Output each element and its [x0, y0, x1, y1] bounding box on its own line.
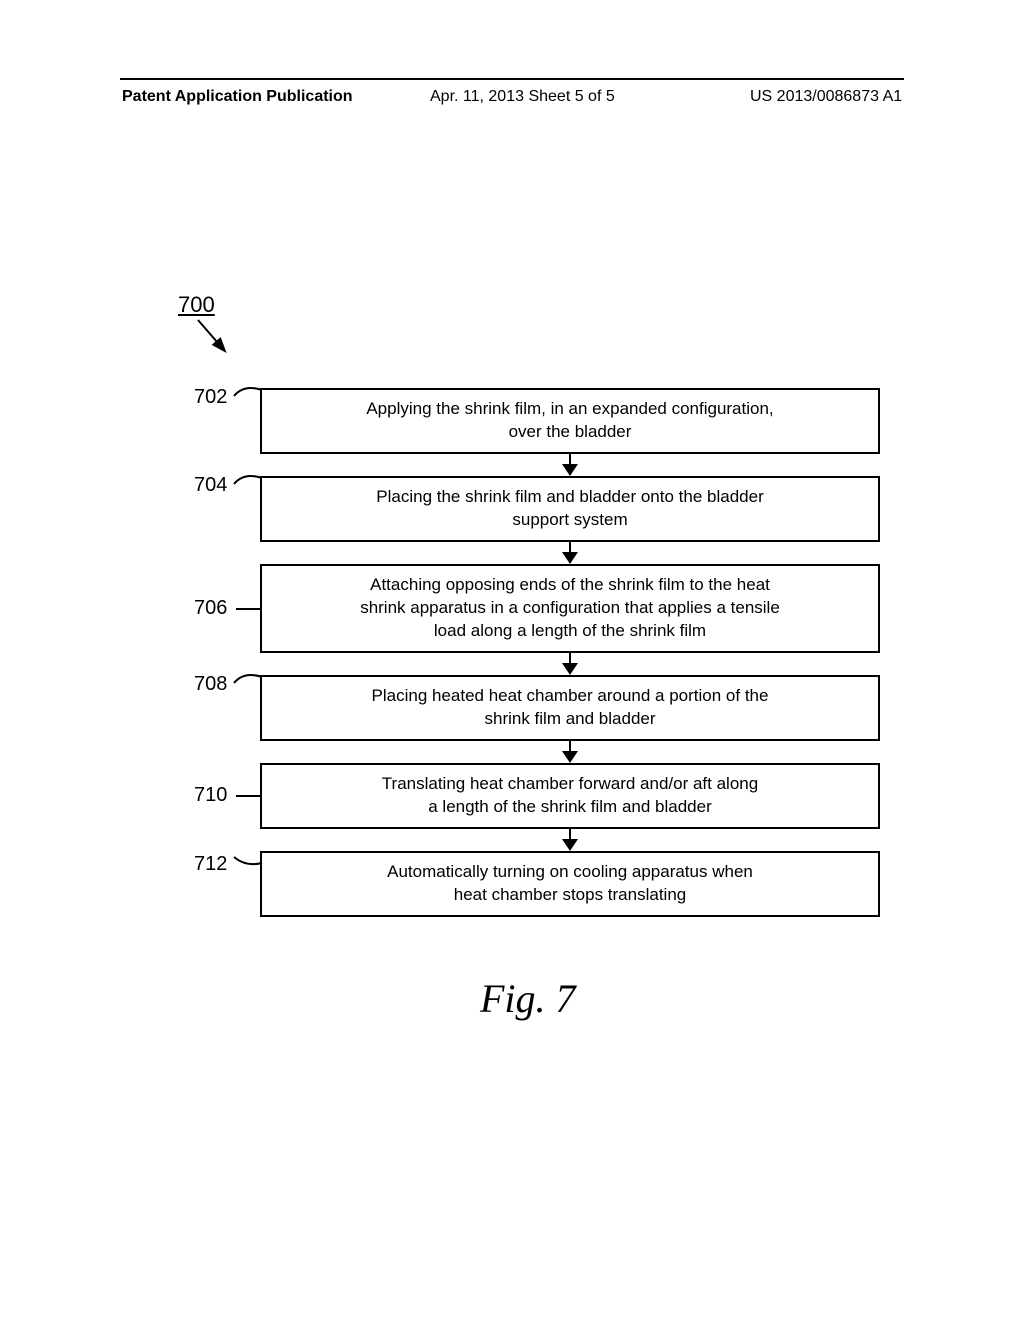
- figure-caption: Fig. 7: [480, 975, 576, 1022]
- header-rule: [120, 78, 904, 80]
- header-right: US 2013/0086873 A1: [750, 88, 902, 106]
- flow-connector-arrow: [562, 542, 578, 564]
- flow-step-lead-line: [232, 470, 272, 494]
- flow-connector-arrow: [562, 829, 578, 851]
- flow-step-text-line: Attaching opposing ends of the shrink fi…: [276, 574, 864, 597]
- flow-step-box: Automatically turning on cooling apparat…: [260, 851, 880, 917]
- flow-step-text-line: Translating heat chamber forward and/or …: [276, 773, 864, 796]
- flow-step-text-line: Automatically turning on cooling apparat…: [276, 861, 864, 884]
- flow-connector-arrow: [562, 741, 578, 763]
- flow-step-text-line: support system: [276, 509, 864, 532]
- flow-connector-arrow: [562, 454, 578, 476]
- header-mid: Apr. 11, 2013 Sheet 5 of 5: [430, 88, 615, 106]
- flow-step-label: 710: [194, 784, 227, 807]
- flow-step-label: 706: [194, 597, 227, 620]
- flow-step-label: 708: [194, 673, 227, 696]
- flow-step-lead-line: [236, 794, 264, 798]
- flow-step-text-line: over the bladder: [276, 421, 864, 444]
- flow-step-lead-line: [232, 669, 272, 693]
- flow-step-label: 704: [194, 474, 227, 497]
- flow-step-box: Attaching opposing ends of the shrink fi…: [260, 564, 880, 653]
- header-left: Patent Application Publication: [122, 88, 353, 106]
- figure-number-lead-arrow: [193, 315, 239, 365]
- flow-step-text-line: Applying the shrink film, in an expanded…: [276, 398, 864, 421]
- flow-step-text-line: Placing the shrink film and bladder onto…: [276, 486, 864, 509]
- flow-step-lead-line: [232, 382, 272, 406]
- flow-step-label: 712: [194, 853, 227, 876]
- flow-step-box: Placing heated heat chamber around a por…: [260, 675, 880, 741]
- flow-step-text-line: heat chamber stops translating: [276, 884, 864, 907]
- flow-step-box: Translating heat chamber forward and/or …: [260, 763, 880, 829]
- flow-step-box: Applying the shrink film, in an expanded…: [260, 388, 880, 454]
- flow-step-text-line: Placing heated heat chamber around a por…: [276, 685, 864, 708]
- flow-step-text-line: load along a length of the shrink film: [276, 620, 864, 643]
- flow-step-box: Placing the shrink film and bladder onto…: [260, 476, 880, 542]
- flow-step-text-line: shrink apparatus in a configuration that…: [276, 597, 864, 620]
- flow-step-label: 702: [194, 386, 227, 409]
- flow-step-lead-line: [236, 607, 264, 611]
- flow-step-text-line: shrink film and bladder: [276, 708, 864, 731]
- flow-step-lead-line: [232, 853, 272, 877]
- flow-step-text-line: a length of the shrink film and bladder: [276, 796, 864, 819]
- flow-connector-arrow: [562, 653, 578, 675]
- page: Patent Application Publication Apr. 11, …: [0, 0, 1024, 1320]
